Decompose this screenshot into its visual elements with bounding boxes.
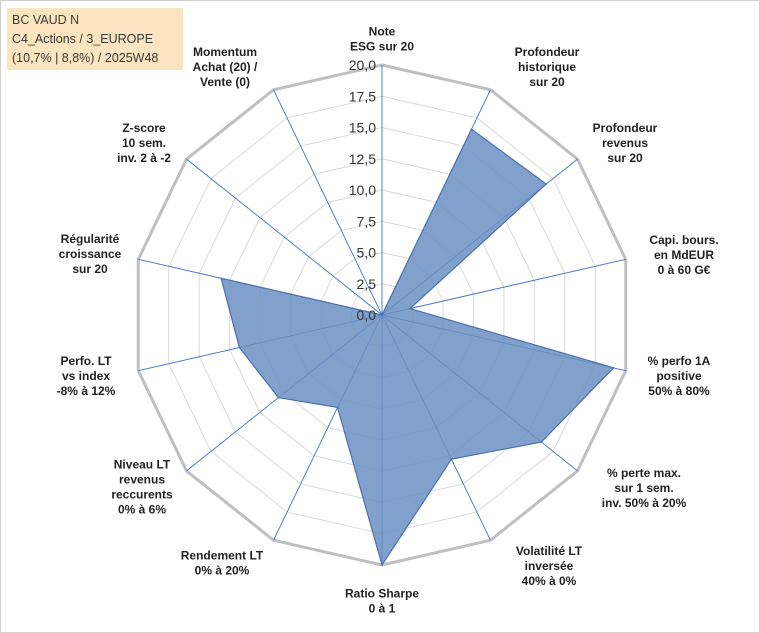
radar-tick-labels: 0,0 2,5 5,0 7,5 10,0 12,5 15,0 17,5 20,0 <box>349 57 376 323</box>
axis-label-line: -8% à 12% <box>57 384 116 398</box>
axis-label: Z-score 10 sem. inv. 2 à -2 <box>117 121 171 165</box>
axis-label-line: 0% à 6% <box>118 502 166 516</box>
axis-label-line: Achat (20) / <box>193 60 258 74</box>
axis-label-line: inv. 2 à -2 <box>117 151 171 165</box>
axis-label-line: 10 sem. <box>122 136 166 150</box>
axis-label-line: historique <box>518 60 576 74</box>
axis-label: Régularité croissance sur 20 <box>59 232 122 276</box>
tick-label: 20,0 <box>349 57 376 73</box>
axis-label-line: % perfo 1A <box>648 354 711 368</box>
axis-label-line: sur 20 <box>607 151 643 165</box>
axis-label-line: Z-score <box>122 121 166 135</box>
tick-label: 10,0 <box>349 182 376 198</box>
axis-label: Profondeur revenus sur 20 <box>593 121 658 165</box>
tick-label: 12,5 <box>349 151 376 167</box>
axis-label-line: Note <box>369 24 396 38</box>
radar-axis-labels: Note ESG sur 20 Profondeur historique sur 20… <box>57 24 719 615</box>
axis-label-line: Momentum <box>193 45 257 59</box>
axis-label: Rendement LT 0% à 20% <box>181 548 264 577</box>
axis-label-line: Profondeur <box>515 45 580 59</box>
axis-label: Profondeur historique sur 20 <box>515 45 580 89</box>
axis-spoke <box>186 158 383 316</box>
axis-label-line: en MdEUR <box>654 248 714 262</box>
axis-label-line: Rendement LT <box>181 548 264 562</box>
axis-label-line: Niveau LT <box>114 457 171 471</box>
axis-label: % perte max. sur 1 sem. inv. 50% à 20% <box>602 466 687 510</box>
axis-label: Volatilité LT inversée 40% à 0% <box>516 544 583 588</box>
axis-label: % perfo 1A positive 50% à 80% <box>648 354 711 398</box>
series-point <box>220 277 222 280</box>
tick-label: 0,0 <box>357 307 377 323</box>
title-line-2: C4_Actions / 3_EUROPE <box>12 32 154 46</box>
axis-label: Ratio Sharpe 0 à 1 <box>345 586 419 615</box>
axis-label-line: vs index <box>62 369 110 383</box>
series-point <box>540 441 543 443</box>
axis-label-line: revenus <box>119 472 165 486</box>
axis-label-line: 50% à 80% <box>648 384 710 398</box>
series-point <box>545 183 547 185</box>
axis-label-line: sur 20 <box>529 75 565 89</box>
axis-label-line: 0% à 20% <box>195 563 250 577</box>
tick-label: 17,5 <box>349 88 376 104</box>
tick-label: 7,5 <box>357 213 377 229</box>
axis-label-line: inv. 50% à 20% <box>602 496 687 510</box>
axis-label-line: reccurents <box>111 487 173 501</box>
series-point <box>277 396 280 399</box>
axis-label: Capi. bours. en MdEUR 0 à 60 G€ <box>649 233 718 277</box>
axis-label-line: inversée <box>525 559 574 573</box>
tick-label: 2,5 <box>357 276 377 292</box>
axis-label-line: Ratio Sharpe <box>345 586 419 600</box>
axis-label-line: Régularité <box>61 232 120 246</box>
title-line-3: (10,7% | 8,8%) / 2025W48 <box>12 51 159 65</box>
series-point <box>612 367 615 369</box>
axis-label-line: positive <box>656 369 702 383</box>
axis-label: Momentum Achat (20) / Vente (0) <box>193 45 258 89</box>
axis-label-line: Perfo. LT <box>60 354 112 368</box>
series-point <box>381 564 383 566</box>
axis-label-line: Profondeur <box>593 121 658 135</box>
axis-label-line: sur 1 sem. <box>614 481 673 495</box>
axis-label-line: 0 à 60 G€ <box>658 263 711 277</box>
axis-spoke <box>381 258 626 316</box>
series-point <box>238 346 241 349</box>
axis-label-line: 0 à 1 <box>369 601 396 615</box>
axis-label-line: % perte max. <box>607 466 681 480</box>
series-point <box>336 406 339 409</box>
axis-label-line: revenus <box>602 136 648 150</box>
series-area <box>220 128 615 567</box>
title-line-1: BC VAUD N <box>12 13 80 27</box>
tick-label: 5,0 <box>357 245 377 261</box>
series-point <box>381 314 383 316</box>
series-point <box>450 458 453 460</box>
axis-label-line: sur 20 <box>72 262 108 276</box>
axis-label-line: croissance <box>59 247 122 261</box>
axis-label-line: ESG sur 20 <box>350 39 414 53</box>
axis-label-line: 40% à 0% <box>522 574 577 588</box>
series-point <box>409 307 411 310</box>
axis-label: Perfo. LT vs index -8% à 12% <box>57 354 116 398</box>
axis-label-line: Vente (0) <box>200 75 250 89</box>
tick-label: 15,0 <box>349 120 376 136</box>
radar-series <box>220 128 615 567</box>
series-point <box>470 128 473 130</box>
axis-label: Niveau LT revenus reccurents 0% à 6% <box>111 457 173 516</box>
axis-label-line: Capi. bours. <box>649 233 718 247</box>
axis-label: Note ESG sur 20 <box>350 24 414 53</box>
axis-label-line: Volatilité LT <box>516 544 583 558</box>
title-box: BC VAUD N C4_Actions / 3_EUROPE (10,7% |… <box>7 8 183 70</box>
axis-spoke <box>273 89 383 316</box>
